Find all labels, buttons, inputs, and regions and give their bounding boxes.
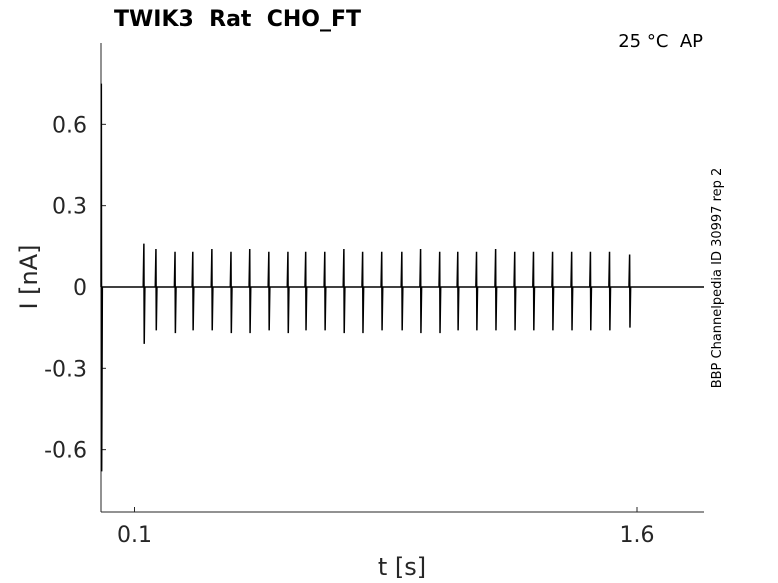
y-tick-label: -0.3 — [44, 357, 87, 382]
y-axis-label: I [nA] — [15, 244, 43, 309]
y-tick-label: 0.6 — [52, 113, 87, 138]
y-tick-label: -0.6 — [44, 439, 87, 464]
x-tick-label: 0.1 — [117, 523, 152, 548]
x-axis-label: t [s] — [378, 553, 426, 581]
annotation: 25 °C AP — [618, 31, 703, 52]
trace — [100, 83, 704, 472]
chart-title: TWIK3 Rat CHO_FT — [114, 7, 361, 32]
side-text: BBP Channelpedia ID 30997 rep 2 — [710, 168, 725, 389]
y-tick-label: 0 — [73, 276, 87, 301]
y-tick-label: 0.3 — [52, 195, 87, 220]
x-tick-label: 1.6 — [620, 523, 655, 548]
